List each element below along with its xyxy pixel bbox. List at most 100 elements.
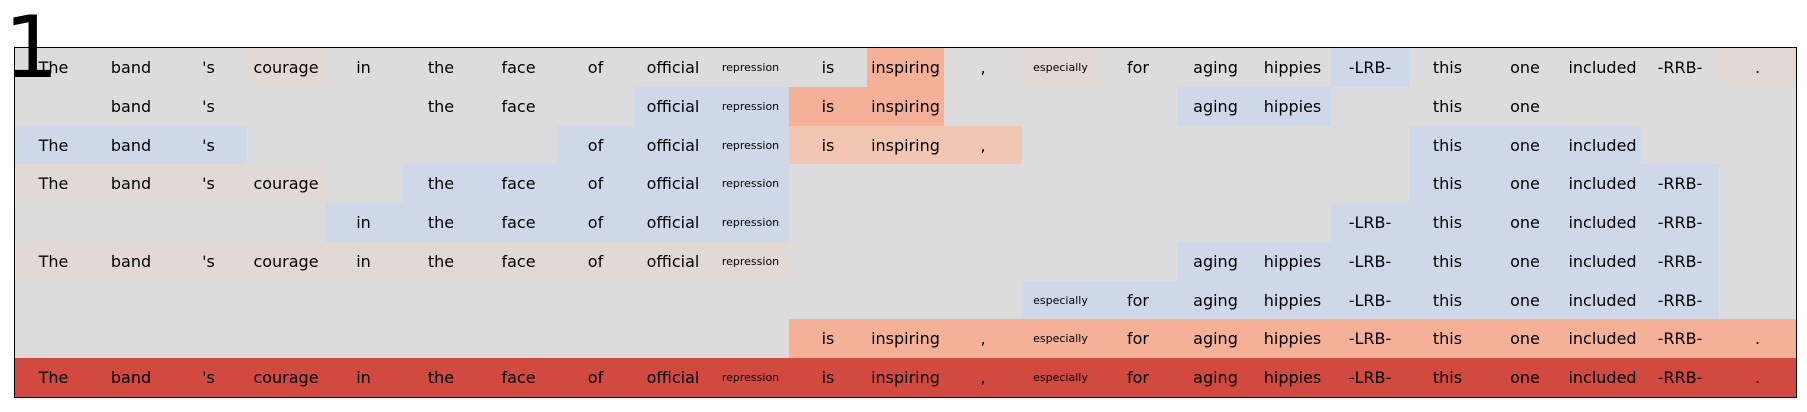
token-cell: in bbox=[325, 358, 402, 397]
token-cell bbox=[557, 319, 634, 358]
token-cell bbox=[867, 203, 944, 242]
token-cell: official bbox=[634, 358, 712, 397]
token-cell: is bbox=[789, 87, 867, 126]
token-cell: band bbox=[92, 358, 170, 397]
token-cell: the bbox=[402, 203, 480, 242]
token-cell bbox=[557, 281, 634, 319]
token-cell bbox=[1719, 87, 1796, 126]
token-cell: face bbox=[480, 48, 557, 87]
token-cell bbox=[1641, 87, 1719, 126]
token-cell bbox=[1719, 203, 1796, 242]
token-cell bbox=[325, 281, 402, 319]
token-cell: repression bbox=[712, 48, 789, 87]
token-cell: for bbox=[1099, 48, 1177, 87]
token-cell bbox=[1022, 164, 1099, 203]
token-cell bbox=[247, 281, 325, 319]
token-cell: hippies bbox=[1254, 358, 1331, 397]
token-cell: official bbox=[634, 203, 712, 242]
token-cell: repression bbox=[712, 358, 789, 397]
token-cell: included bbox=[1564, 48, 1641, 87]
token-cell: inspiring bbox=[867, 87, 944, 126]
token-cell: -LRB- bbox=[1331, 358, 1409, 397]
token-cell bbox=[1719, 281, 1796, 319]
token-cell: hippies bbox=[1254, 242, 1331, 281]
token-cell: face bbox=[480, 203, 557, 242]
token-cell: for bbox=[1099, 358, 1177, 397]
token-cell: this bbox=[1409, 48, 1486, 87]
token-cell bbox=[247, 203, 325, 242]
token-cell: The bbox=[15, 358, 92, 397]
token-cell: repression bbox=[712, 242, 789, 281]
token-cell: included bbox=[1564, 281, 1641, 319]
token-cell: official bbox=[634, 87, 712, 126]
token-cell bbox=[944, 87, 1022, 126]
token-cell: is bbox=[789, 48, 867, 87]
token-cell: aging bbox=[1177, 358, 1254, 397]
token-cell: official bbox=[634, 164, 712, 203]
token-cell bbox=[325, 126, 402, 164]
token-cell: included bbox=[1564, 203, 1641, 242]
token-cell: face bbox=[480, 87, 557, 126]
token-cell bbox=[1719, 164, 1796, 203]
token-cell: in bbox=[325, 242, 402, 281]
token-cell bbox=[1022, 87, 1099, 126]
token-cell: is bbox=[789, 126, 867, 164]
token-cell bbox=[480, 126, 557, 164]
token-cell: is bbox=[789, 358, 867, 397]
token-cell: inspiring bbox=[867, 126, 944, 164]
token-cell: . bbox=[1719, 48, 1796, 87]
token-cell bbox=[247, 126, 325, 164]
token-cell bbox=[1719, 242, 1796, 281]
token-cell: -LRB- bbox=[1331, 203, 1409, 242]
token-cell: inspiring bbox=[867, 48, 944, 87]
token-cell bbox=[1331, 126, 1409, 164]
token-cell: hippies bbox=[1254, 48, 1331, 87]
token-cell: of bbox=[557, 164, 634, 203]
token-cell: of bbox=[557, 48, 634, 87]
token-cell: face bbox=[480, 242, 557, 281]
token-cell: this bbox=[1409, 358, 1486, 397]
token-cell bbox=[944, 164, 1022, 203]
token-cell: -RRB- bbox=[1641, 48, 1719, 87]
token-cell: courage bbox=[247, 358, 325, 397]
token-cell bbox=[867, 281, 944, 319]
token-cell: the bbox=[402, 358, 480, 397]
token-cell: this bbox=[1409, 126, 1486, 164]
token-cell: aging bbox=[1177, 242, 1254, 281]
token-cell: one bbox=[1486, 48, 1564, 87]
token-cell bbox=[789, 164, 867, 203]
token-cell bbox=[15, 87, 92, 126]
token-cell: this bbox=[1409, 203, 1486, 242]
token-cell: -RRB- bbox=[1641, 164, 1719, 203]
token-cell: one bbox=[1486, 281, 1564, 319]
token-cell: one bbox=[1486, 203, 1564, 242]
token-cell: The bbox=[15, 164, 92, 203]
token-cell: one bbox=[1486, 242, 1564, 281]
token-cell bbox=[15, 281, 92, 319]
token-cell bbox=[867, 242, 944, 281]
token-cell bbox=[867, 164, 944, 203]
token-cell: repression bbox=[712, 87, 789, 126]
token-cell bbox=[1099, 242, 1177, 281]
token-cell: one bbox=[1486, 126, 1564, 164]
token-cell: 's bbox=[170, 48, 247, 87]
token-cell: one bbox=[1486, 319, 1564, 358]
token-cell bbox=[944, 281, 1022, 319]
token-cell: -LRB- bbox=[1331, 48, 1409, 87]
token-cell bbox=[325, 164, 402, 203]
token-cell bbox=[712, 281, 789, 319]
token-cell: band bbox=[92, 126, 170, 164]
token-cell: this bbox=[1409, 319, 1486, 358]
token-cell: included bbox=[1564, 319, 1641, 358]
token-cell bbox=[170, 203, 247, 242]
token-cell: repression bbox=[712, 164, 789, 203]
token-cell: 's bbox=[170, 164, 247, 203]
figure-number: 1 bbox=[4, 0, 59, 98]
token-cell bbox=[1177, 126, 1254, 164]
token-cell: this bbox=[1409, 164, 1486, 203]
token-cell bbox=[1331, 164, 1409, 203]
token-cell: -RRB- bbox=[1641, 242, 1719, 281]
token-cell: , bbox=[944, 48, 1022, 87]
token-cell: -LRB- bbox=[1331, 319, 1409, 358]
token-cell: official bbox=[634, 126, 712, 164]
